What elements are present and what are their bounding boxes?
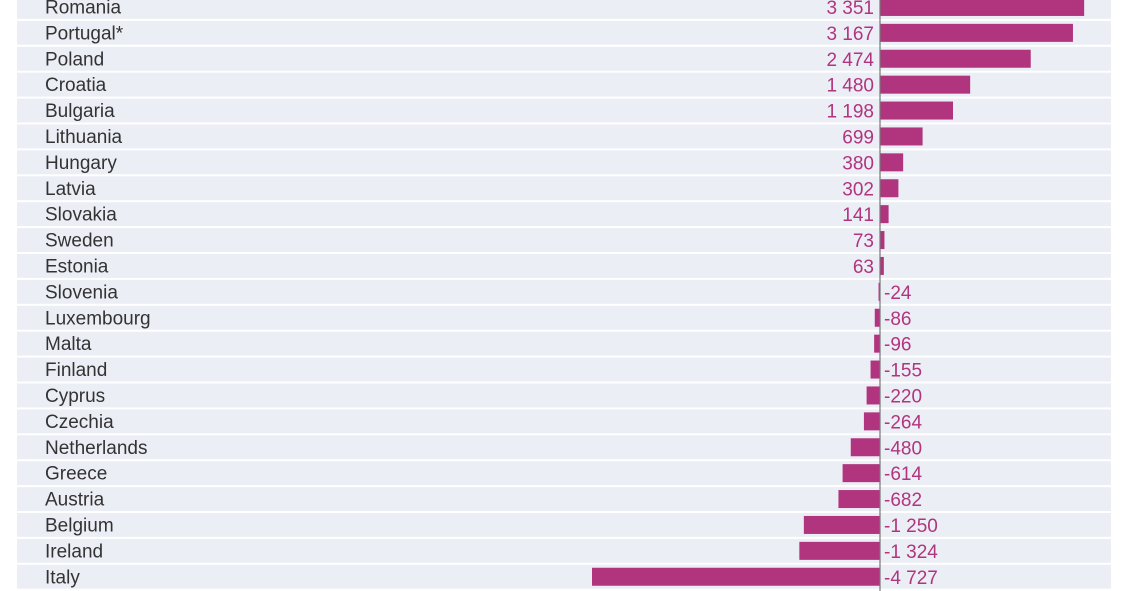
category-label: Italy — [45, 567, 80, 588]
category-labels: Romania Portugal* Poland Croatia Bulgaria Lit… — [45, 0, 151, 588]
row-band — [17, 409, 1111, 434]
value-label: -480 — [884, 438, 922, 459]
bar — [863, 412, 880, 431]
value-label: -614 — [884, 464, 922, 485]
bar — [880, 23, 1073, 42]
category-label: Czechia — [45, 412, 114, 433]
bar — [880, 205, 889, 224]
value-label: -24 — [884, 283, 912, 304]
bar — [850, 438, 880, 457]
row-band — [17, 46, 1111, 71]
value-label: 2 474 — [826, 50, 874, 71]
value-label: -96 — [884, 335, 911, 356]
value-label: 1 480 — [826, 76, 874, 97]
value-label: 63 — [853, 257, 874, 278]
value-label: -220 — [884, 386, 922, 407]
row-band — [17, 538, 1111, 563]
row-band — [17, 254, 1111, 278]
category-label: Latvia — [45, 179, 96, 200]
bar — [880, 0, 1085, 16]
category-label: Hungary — [45, 153, 117, 174]
bar — [880, 256, 884, 275]
category-label: Lithuania — [45, 127, 123, 148]
row-band — [17, 176, 1111, 201]
value-label: 73 — [853, 231, 874, 252]
value-label: -1 250 — [884, 516, 938, 537]
row-band — [17, 20, 1111, 45]
category-label: Ireland — [45, 541, 103, 562]
bar — [880, 49, 1031, 68]
value-label: 141 — [842, 205, 874, 226]
value-label: -155 — [884, 361, 922, 382]
row-band — [17, 383, 1111, 408]
category-label: Greece — [45, 464, 107, 485]
row-bands — [17, 0, 1111, 589]
value-label: 1 198 — [826, 102, 874, 123]
row-band — [17, 435, 1111, 460]
value-label: -682 — [884, 490, 922, 511]
category-label: Sweden — [45, 231, 114, 252]
bar — [880, 75, 971, 94]
bar — [870, 360, 880, 379]
value-label: -1 324 — [884, 542, 938, 563]
row-band — [17, 0, 1111, 19]
row-band — [17, 461, 1111, 486]
row-band — [17, 279, 1111, 304]
row-band — [17, 228, 1111, 252]
bar — [866, 386, 880, 405]
category-label: Finland — [45, 360, 107, 381]
value-label: -86 — [884, 309, 911, 330]
category-label: Belgium — [45, 515, 114, 536]
bar — [592, 567, 880, 586]
category-label: Croatia — [45, 75, 107, 96]
category-label: Luxembourg — [45, 308, 151, 329]
bar — [803, 515, 880, 534]
category-label: Estonia — [45, 256, 109, 277]
category-label: Romania — [45, 0, 121, 18]
row-band — [17, 331, 1111, 356]
row-band — [17, 150, 1111, 175]
category-label: Portugal* — [45, 23, 124, 44]
row-band — [17, 124, 1111, 149]
bar — [880, 179, 899, 198]
row-band — [17, 564, 1111, 589]
category-label: Austria — [45, 490, 105, 511]
bar — [842, 464, 880, 483]
bar — [874, 334, 880, 353]
category-label: Malta — [45, 334, 92, 355]
value-label: -264 — [884, 412, 922, 433]
category-label: Bulgaria — [45, 101, 115, 122]
category-label: Cyprus — [45, 386, 105, 407]
row-band — [17, 98, 1111, 123]
category-label: Slovakia — [45, 205, 117, 226]
category-label: Slovenia — [45, 282, 118, 303]
bar — [880, 231, 885, 250]
row-band — [17, 513, 1111, 537]
value-label: 3 351 — [826, 0, 874, 19]
row-band — [17, 487, 1111, 511]
bar — [799, 541, 880, 560]
row-band — [17, 357, 1111, 382]
row-band — [17, 72, 1111, 97]
category-label: Netherlands — [45, 438, 147, 459]
value-labels: 3 351 3 167 2 474 1 480 1 198 699 380 302 141 73 6… — [826, 0, 938, 589]
bar — [838, 490, 880, 509]
bar — [880, 127, 923, 146]
value-label: 699 — [842, 127, 874, 148]
category-label: Poland — [45, 49, 104, 70]
value-label: 3 167 — [826, 24, 874, 45]
row-band — [17, 305, 1111, 330]
value-label: 302 — [842, 179, 874, 200]
row-band — [17, 202, 1111, 227]
value-label: 380 — [842, 153, 874, 174]
bar — [878, 282, 880, 301]
bar — [880, 153, 904, 172]
bar — [880, 101, 953, 120]
bars — [592, 0, 1085, 586]
bar — [874, 308, 880, 327]
value-label: -4 727 — [884, 568, 938, 589]
